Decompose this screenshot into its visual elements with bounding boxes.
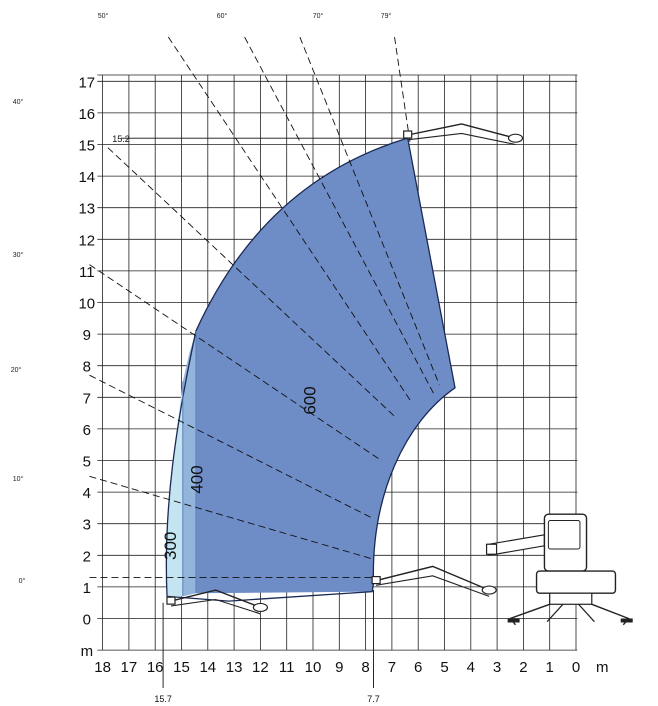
y-tick-label: 0: [83, 612, 91, 629]
boom-outline-horizontal: [371, 565, 497, 597]
x-tick-label: 5: [440, 659, 448, 676]
y-tick-label: 13: [78, 201, 95, 218]
outrigger-pad: [507, 618, 520, 623]
angle-line-20: [89, 374, 372, 518]
load-zones: 300 400 600: [161, 137, 456, 602]
zone-label-400: 400: [188, 465, 207, 493]
x-tick-label: 15: [173, 659, 190, 676]
zone-label-300: 300: [161, 532, 180, 560]
y-tick-label: 1: [83, 580, 91, 597]
boom-arm: [170, 589, 261, 609]
x-tick-label: 13: [226, 659, 243, 676]
x-tick-label: 4: [467, 659, 475, 676]
angle-line-70: [299, 36, 440, 385]
machine-body: [535, 570, 617, 594]
angle-label-60: 60°: [217, 12, 228, 20]
angle-line-79: [394, 36, 411, 145]
y-tick-label: 12: [78, 232, 95, 249]
y-tick-label: 15: [78, 138, 95, 155]
x-tick-label: 2: [519, 659, 527, 676]
y-tick-label: 4: [83, 485, 91, 502]
angle-label-50: 50°: [98, 12, 109, 20]
machine-boom-head: [485, 543, 498, 555]
y-tick-label: 16: [78, 106, 95, 123]
angle-label-30: 30°: [13, 251, 24, 259]
boom-arm: [375, 565, 490, 591]
telehandler-machine-icon: [485, 513, 633, 626]
zone-600: [195, 138, 456, 594]
y-tick-label: 10: [78, 296, 95, 313]
outrigger-rear: [578, 603, 595, 623]
x-tick-label: 17: [121, 659, 138, 676]
boom-cylinder: [507, 133, 524, 143]
x-unit-label: m: [596, 659, 609, 676]
zone-400: [182, 330, 196, 597]
boom-cylinder: [252, 602, 268, 613]
y-tick-label: 3: [83, 517, 91, 534]
fork-carriage: [166, 596, 176, 605]
fork-carriage: [371, 575, 381, 585]
x-tick-label: 10: [305, 659, 322, 676]
y-tick-label: 6: [83, 422, 91, 439]
x-tick-label: 7: [388, 659, 396, 676]
x-tick-label: 6: [414, 659, 422, 676]
boom-arm-lower: [407, 132, 516, 146]
x-tick-label: 14: [199, 659, 216, 676]
x-tick-label: 18: [94, 659, 111, 676]
load-envelope-outline: [165, 137, 456, 602]
max-reach-label: 15.7: [154, 694, 172, 704]
fork-carriage: [403, 130, 413, 139]
angle-label-79: 79°: [381, 12, 392, 20]
x-tick-label: 11: [279, 659, 295, 676]
y-tick-label: 2: [83, 548, 91, 565]
boom-arm-lower: [170, 598, 261, 615]
boom-outline-high: [403, 123, 524, 146]
angle-line-10: [89, 475, 371, 559]
x-tick-label: 12: [252, 659, 269, 676]
y-tick-label: 5: [83, 454, 91, 471]
y-tick-label: 8: [83, 359, 91, 376]
max-height-label: 15.2: [112, 134, 130, 144]
zone-label-600: 600: [301, 386, 320, 414]
angle-line-30: [89, 264, 382, 461]
min-reach-label: 7.7: [367, 694, 380, 704]
y-tick-label: 17: [78, 74, 95, 91]
x-tick-label: 8: [361, 659, 369, 676]
x-tick-label: 3: [493, 659, 501, 676]
y-tick-label: 14: [78, 169, 95, 186]
angle-label-0: 0°: [19, 577, 26, 585]
x-tick-label: 1: [546, 659, 554, 676]
x-tick-label: 9: [335, 659, 343, 676]
outrigger-pad: [620, 618, 633, 623]
y-tick-label: 11: [79, 264, 95, 281]
boom-cylinder: [481, 585, 497, 595]
x-tick-label: 16: [147, 659, 164, 676]
y-unit-label: m: [81, 643, 94, 660]
angle-label-20: 20°: [11, 366, 22, 374]
angle-line-50: [167, 36, 411, 401]
machine-turret: [549, 592, 593, 605]
angle-label-10: 10°: [13, 475, 24, 483]
boom-arm: [407, 123, 516, 139]
x-tick-label: 0: [572, 659, 580, 676]
angle-label-70: 70°: [313, 12, 324, 20]
boom-outlines: [166, 123, 524, 615]
y-tick-label: 9: [83, 327, 91, 344]
boom-angle-lines: 0° 10° 20° 30° 40° 50° 60° 70° 79°: [11, 12, 440, 689]
y-tick-label: 7: [83, 390, 91, 407]
outrigger-front: [546, 603, 564, 623]
boom-arm-lower: [376, 575, 490, 597]
angle-label-40: 40°: [13, 98, 24, 106]
angle-line-60: [244, 36, 435, 395]
boom-outline-low: [166, 589, 268, 615]
cab-window: [547, 520, 581, 550]
zone-300: [165, 381, 183, 597]
